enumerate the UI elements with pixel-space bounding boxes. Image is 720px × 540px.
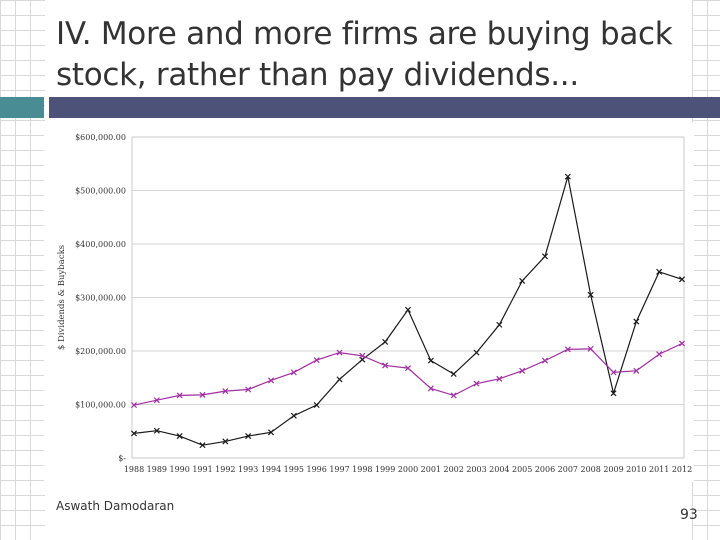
data-point-marker — [610, 390, 617, 397]
x-tick-label: 2000 — [398, 465, 418, 474]
data-point-marker — [450, 392, 457, 399]
x-tick-label: 2006 — [535, 465, 555, 474]
data-point-marker — [176, 433, 183, 440]
data-point-marker — [541, 253, 549, 260]
page-number: 93 — [680, 507, 698, 523]
title-divider-bar — [49, 97, 720, 118]
x-tick-label: 1997 — [329, 465, 349, 474]
y-tick-label: $400,000.00 — [75, 240, 126, 249]
y-tick-label: $100,000.00 — [75, 401, 126, 410]
data-point-marker — [564, 173, 571, 180]
data-point-marker — [678, 340, 686, 347]
author-footer: Aswath Damodaran — [56, 499, 175, 513]
data-point-marker — [153, 397, 160, 404]
data-point-marker — [541, 357, 549, 364]
data-point-marker — [290, 412, 297, 419]
data-point-marker — [290, 369, 297, 376]
data-point-marker — [633, 367, 640, 374]
background-grid-right — [692, 0, 720, 540]
data-point-marker — [519, 367, 526, 374]
x-tick-label: 1998 — [352, 465, 372, 474]
data-point-marker — [176, 392, 183, 399]
x-tick-label: 2004 — [489, 465, 509, 474]
data-point-marker — [245, 386, 252, 393]
data-point-marker — [404, 306, 412, 313]
data-point-marker — [633, 318, 640, 325]
data-point-marker — [678, 276, 686, 283]
data-point-marker — [199, 442, 206, 449]
data-point-marker — [153, 427, 160, 434]
x-tick-label: 2009 — [603, 465, 623, 474]
data-point-marker — [130, 430, 138, 437]
x-tick-label: 2011 — [649, 465, 669, 474]
data-point-marker — [404, 365, 412, 372]
data-point-marker — [130, 402, 138, 409]
data-point-marker — [473, 380, 480, 387]
data-point-marker — [222, 388, 229, 395]
data-point-marker — [496, 375, 503, 382]
data-point-marker — [656, 351, 663, 358]
data-point-marker — [450, 370, 457, 378]
x-tick-label: 2012 — [672, 465, 692, 474]
x-tick-label: 1988 — [124, 465, 144, 474]
data-point-marker — [359, 352, 366, 359]
x-tick-label: 2007 — [558, 465, 578, 474]
y-tick-label: $600,000.00 — [75, 133, 126, 142]
x-tick-label: 2010 — [626, 465, 646, 474]
x-tick-label: 2002 — [443, 465, 463, 474]
x-tick-label: 1992 — [215, 465, 235, 474]
x-tick-label: 1999 — [375, 465, 395, 474]
data-point-marker — [587, 345, 594, 352]
data-point-marker — [656, 268, 663, 275]
data-point-marker — [427, 357, 434, 364]
background-grid-left — [0, 0, 45, 540]
x-tick-label: 1995 — [284, 465, 304, 474]
x-tick-label: 1989 — [147, 465, 167, 474]
data-point-marker — [473, 349, 480, 356]
y-tick-label: $200,000.00 — [75, 347, 126, 356]
data-point-marker — [199, 391, 206, 398]
data-point-marker — [336, 376, 343, 383]
x-tick-label: 2001 — [421, 465, 441, 474]
data-point-marker — [222, 438, 229, 445]
title-accent-bar — [0, 97, 44, 118]
x-tick-label: 1990 — [169, 465, 189, 474]
data-point-marker — [587, 291, 594, 298]
data-point-marker — [519, 277, 526, 284]
line-chart: $- $100,000.00 $200,000.00 $300,000.00 $400,… — [57, 133, 692, 474]
x-tick-label: 1993 — [238, 465, 258, 474]
y-tick-label: $- — [118, 454, 126, 463]
data-point-marker — [564, 346, 571, 353]
data-point-marker — [267, 429, 275, 436]
data-point-marker — [382, 362, 389, 369]
x-tick-label: 1991 — [192, 465, 212, 474]
data-point-marker — [313, 402, 320, 409]
x-tick-label: 2008 — [580, 465, 600, 474]
data-point-marker — [267, 377, 275, 384]
x-tick-label: 2005 — [512, 465, 532, 474]
data-point-marker — [427, 385, 434, 392]
data-point-marker — [336, 349, 343, 356]
x-tick-label: 2003 — [466, 465, 486, 474]
slide-title: IV. More and more firms are buying back … — [56, 16, 673, 93]
x-tick-label: 1994 — [261, 465, 281, 474]
data-point-marker — [382, 338, 389, 345]
y-tick-label: $300,000.00 — [75, 294, 126, 303]
data-point-marker — [610, 369, 617, 376]
y-tick-label: $500,000.00 — [75, 187, 126, 196]
data-point-marker — [245, 433, 252, 440]
x-tick-label: 1996 — [306, 465, 326, 474]
data-point-marker — [496, 321, 503, 328]
y-axis-label: $ Dividends & Buybacks — [57, 245, 67, 350]
data-point-marker — [313, 357, 320, 364]
chart-container: $- $100,000.00 $200,000.00 $300,000.00 $400,… — [44, 122, 694, 482]
